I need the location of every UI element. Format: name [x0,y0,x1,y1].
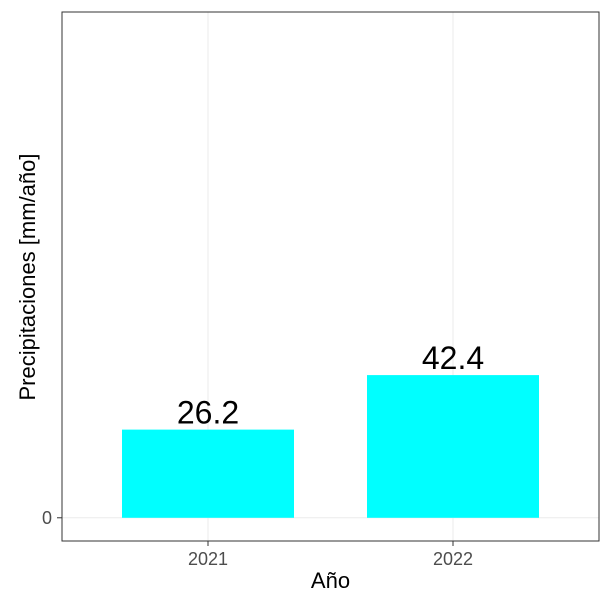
bars [122,375,539,518]
y-tick-label: 0 [42,508,52,528]
x-tick-label-2022: 2022 [433,549,473,569]
y-axis-title: Precipitaciones [mm/año] [15,154,40,401]
x-tick-label-2021: 2021 [188,549,228,569]
x-axis: 2021 2022 [188,541,473,569]
y-axis: 0 [42,508,62,528]
bar-2021 [122,429,294,518]
x-axis-title: Año [311,568,350,593]
data-label-2021: 26.2 [177,395,239,431]
data-labels: 26.2 42.4 [177,340,484,431]
bar-2022 [367,375,539,518]
panel-border [61,11,600,542]
data-label-2022: 42.4 [422,340,484,376]
